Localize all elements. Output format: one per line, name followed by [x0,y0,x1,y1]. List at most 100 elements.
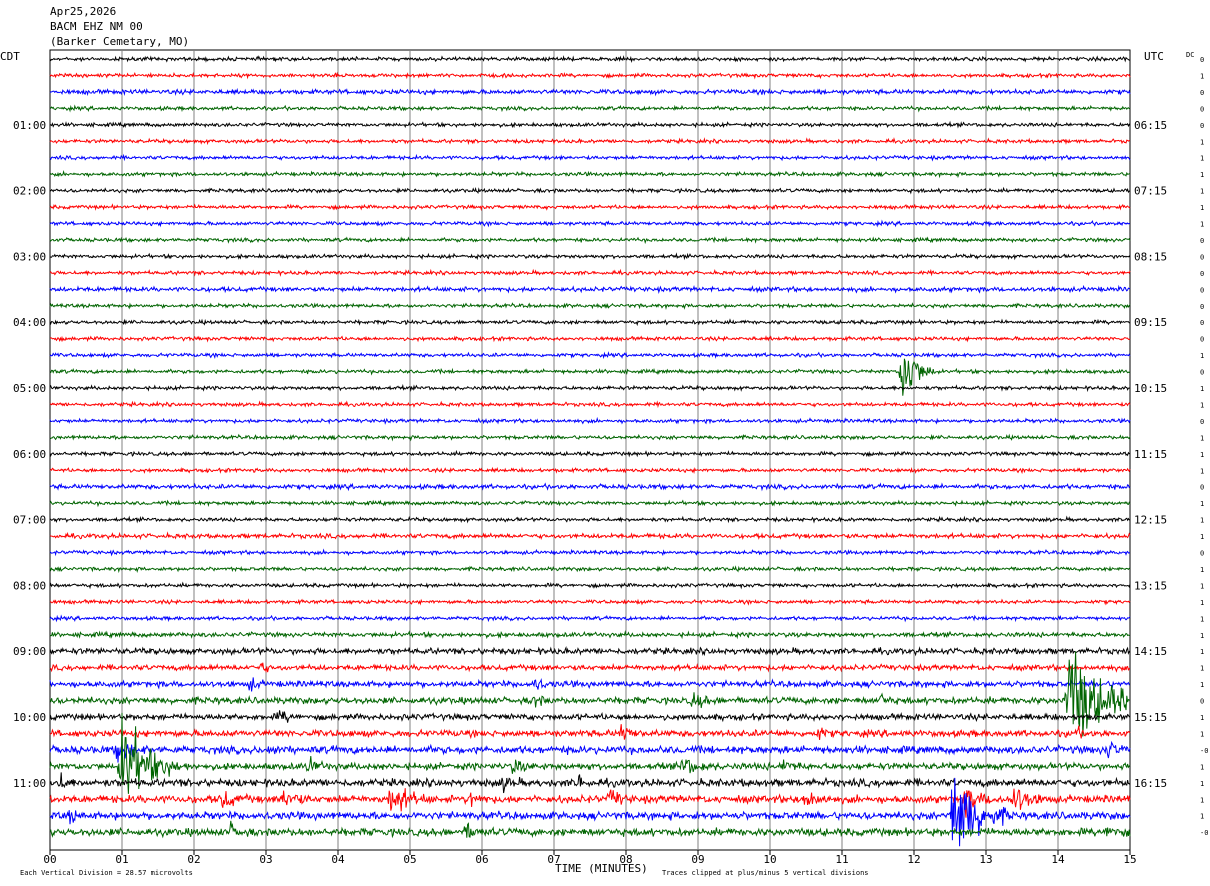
trace-line [49,820,1131,839]
dc-offset-value: 0 [1200,56,1204,64]
dc-offset-value: 1 [1200,72,1204,80]
x-tick-label: 04 [331,853,345,866]
trace-line [49,383,1131,393]
dc-offset-value: 1 [1200,500,1204,508]
dc-offset-value: 1 [1200,796,1204,804]
dc-offset-value: 1 [1200,566,1204,574]
trace-line [50,335,1131,343]
trace-line [49,416,1131,425]
trace-line [49,482,1131,492]
left-timezone-label: CDT [0,50,20,63]
dc-label: DC [1186,51,1194,59]
trace-line [49,169,1131,179]
dc-offset-value: 0 [1200,303,1204,311]
trace-line [49,630,1131,640]
trace-line [49,788,1131,818]
clip-note: Traces clipped at plus/minus 5 vertical … [662,869,869,877]
seismic-traces [49,55,1131,847]
dc-offset-value: 1 [1200,352,1204,360]
trace-line [49,515,1130,524]
trace-line [49,120,1131,129]
trace-line [49,712,1131,794]
left-hour-label: 02:00 [13,185,46,198]
left-hour-label: 10:00 [13,711,46,724]
dc-offset-value: 1 [1200,665,1204,673]
dc-offset-value: 0 [1200,105,1204,113]
dc-offset-value: 1 [1200,632,1204,640]
dc-offset-value: 1 [1200,434,1204,442]
dc-offset-value: 1 [1200,813,1204,821]
dc-offset-value: 0 [1200,319,1204,327]
dc-offset-value: 1 [1200,401,1204,409]
dc-offset-value: 1 [1200,155,1204,163]
dc-offset-value: 0 [1200,89,1204,97]
x-tick-label: 09 [691,853,704,866]
x-tick-label: 03 [259,853,272,866]
dc-offset-value: 0 [1200,336,1204,344]
trace-line [49,252,1131,261]
trace-line [49,236,1131,245]
right-hour-label: 12:15 [1134,514,1167,527]
right-hour-label: 14:15 [1134,645,1167,658]
trace-line [49,400,1131,409]
trace-line [49,646,1131,657]
x-tick-label: 07 [547,853,560,866]
x-tick-label: 05 [403,853,416,866]
trace-line [49,449,1131,458]
x-axis-title: TIME (MINUTES) [555,862,648,875]
dc-offset-value: -0 [1200,747,1208,755]
trace-line [49,268,1131,277]
trace-line [49,466,1131,475]
trace-line [49,777,1131,847]
trace-line [49,710,1131,723]
dc-offset-value: 0 [1200,270,1204,278]
x-tick-label: 00 [43,853,56,866]
trace-line [49,581,1131,590]
dc-offset-value: 0 [1200,253,1204,261]
right-hour-label: 13:15 [1134,579,1167,592]
trace-line [49,186,1131,195]
trace-line [49,531,1131,541]
left-hour-label: 01:00 [13,119,46,132]
dc-offset-value: 1 [1200,171,1204,179]
trace-line [49,565,1131,574]
dc-offset-value: 0 [1200,418,1204,426]
trace-line [49,358,1131,396]
right-hour-label: 09:15 [1134,316,1167,329]
dc-offset-value: 1 [1200,780,1204,788]
trace-line [49,772,1131,794]
dc-offset-value: 1 [1200,467,1204,475]
dc-offset-value: 1 [1200,533,1204,541]
dc-offset-value: 1 [1200,204,1204,212]
right-hour-label: 08:15 [1134,250,1167,263]
trace-line [49,651,1131,737]
x-tick-label: 13 [979,853,992,866]
header-location: (Barker Cemetary, MO) [50,35,190,48]
header-date: Apr25,2026 [50,5,117,18]
dc-offset-value: 1 [1200,582,1204,590]
axis-labels: 00 01 02 03 04 05 06 07 08 09 10 11 12 13 14 1501000111… [13,56,1208,866]
right-timezone-label: UTC [1144,50,1164,63]
trace-line [49,71,1131,80]
trace-line [49,104,1131,113]
trace-line [49,548,1131,557]
scale-note: Each Vertical Division = 28.57 microvolt… [20,869,193,877]
dc-offset-value: 0 [1200,237,1204,245]
right-hour-label: 06:15 [1134,119,1167,132]
trace-line [49,499,1131,508]
trace-line [49,318,1131,327]
right-hour-label: 16:15 [1134,777,1167,790]
x-tick-label: 14 [1051,853,1065,866]
x-tick-label: 01 [115,853,128,866]
trace-line [49,433,1131,442]
dc-offset-value: -0 [1200,829,1208,837]
trace-line [49,219,1131,228]
x-tick-label: 11 [835,853,848,866]
trace-line [49,302,1131,310]
dc-offset-value: 0 [1200,286,1204,294]
dc-offset-value: 0 [1200,698,1204,706]
x-tick-label: 02 [187,853,200,866]
trace-line [49,724,1131,740]
x-tick-label: 08 [619,853,632,866]
